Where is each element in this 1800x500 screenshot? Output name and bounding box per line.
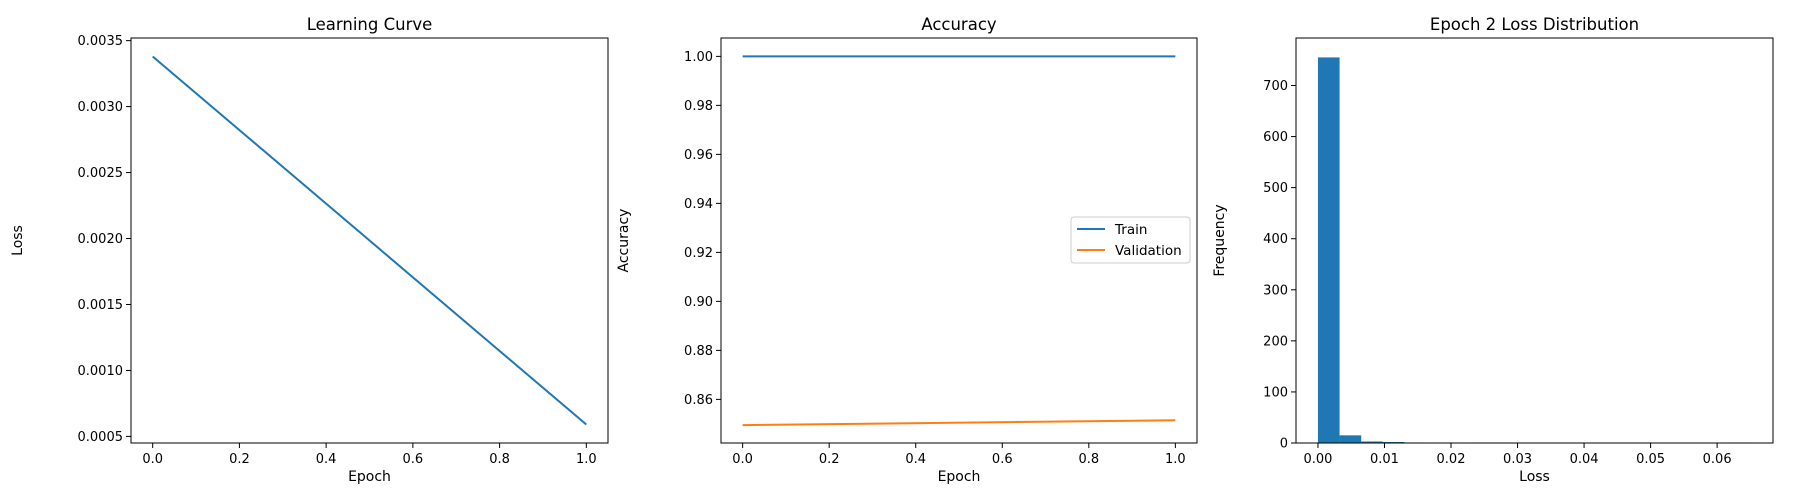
axes-frame <box>720 37 1198 444</box>
y-tick-label: 0.90 <box>684 295 713 310</box>
y-axis-label: Loss <box>10 225 26 256</box>
panel-accuracy: Accuracy 0.0 0.2 0.4 0.6 0.8 1.0 0.86 0.88 0.90 0.… <box>616 15 1198 485</box>
y-tick-label: 0.86 <box>684 393 713 408</box>
x-tick-label: 0.2 <box>819 452 840 467</box>
series-line-loss <box>152 55 587 426</box>
x-tick-label: 0.2 <box>229 452 250 467</box>
x-tick-label: 0.8 <box>1078 452 1099 467</box>
legend-label-validation: Validation <box>1115 243 1182 259</box>
y-tick-label: 1.00 <box>684 50 713 65</box>
series-line-validation <box>742 419 1176 427</box>
chart-title-loss-distribution: Epoch 2 Loss Distribution <box>1430 15 1639 34</box>
histogram-bar <box>1317 57 1340 443</box>
y-tick-label: 0.88 <box>684 344 713 359</box>
x-axis-label: Epoch <box>938 469 981 485</box>
y-tick-label: 400 <box>1263 232 1288 247</box>
y-tick-label: 0.0025 <box>78 166 124 181</box>
y-tick-label: 600 <box>1263 130 1288 145</box>
x-tick-label: 0.02 <box>1437 452 1466 467</box>
x-tick-label: 0.6 <box>992 452 1013 467</box>
y-axis-label: Frequency <box>1212 204 1228 276</box>
x-tick-label: 0.03 <box>1503 452 1532 467</box>
x-tick-label: 1.0 <box>1165 452 1186 467</box>
x-tick-label: 0.05 <box>1636 452 1665 467</box>
histogram-bar <box>1361 441 1383 443</box>
x-tick-label: 0.8 <box>489 452 510 467</box>
x-axis-label: Epoch <box>348 469 391 485</box>
y-tick-label: 0.96 <box>684 148 713 163</box>
y-tick-label: 0.0030 <box>78 100 124 115</box>
y-tick-label: 700 <box>1263 79 1288 94</box>
y-tick-label: 0.0010 <box>78 364 124 379</box>
y-tick-label: 0 <box>1280 437 1288 452</box>
x-tick-label: 0.0 <box>142 452 163 467</box>
x-tick-label: 0.4 <box>316 452 337 467</box>
histogram-bar <box>1382 441 1405 443</box>
chart-title-learning-curve: Learning Curve <box>307 15 433 34</box>
y-tick-label: 300 <box>1263 283 1288 298</box>
y-tick-label: 500 <box>1263 181 1288 196</box>
y-tick-label: 0.0035 <box>78 34 124 49</box>
x-tick-label: 0.01 <box>1370 452 1399 467</box>
y-tick-label: 0.0020 <box>78 232 124 247</box>
y-tick-label: 0.0015 <box>78 298 124 313</box>
x-tick-label: 0.6 <box>403 452 424 467</box>
x-tick-label: 0.06 <box>1703 452 1732 467</box>
panel-loss-distribution: Epoch 2 Loss Distribution 0.00 0.01 0.02 0.0… <box>1212 15 1774 485</box>
histogram-bar <box>1339 435 1362 443</box>
y-tick-label: 0.92 <box>684 246 713 261</box>
y-tick-label: 0.94 <box>684 197 713 212</box>
panel-learning-curve: Learning Curve 0.0 0.2 0.4 0.6 0.8 1.0 0.0005 0.… <box>10 15 609 485</box>
axes-frame <box>1295 37 1774 444</box>
axes-frame <box>130 37 609 444</box>
legend-label-train: Train <box>1114 222 1147 238</box>
y-tick-label: 200 <box>1263 334 1288 349</box>
y-tick-label: 0.98 <box>684 99 713 114</box>
y-tick-label: 0.0005 <box>78 430 124 445</box>
x-tick-label: 0.04 <box>1570 452 1599 467</box>
y-tick-label: 100 <box>1263 385 1288 400</box>
legend: Train Validation <box>1070 216 1191 264</box>
x-axis-label: Loss <box>1519 469 1550 485</box>
x-tick-label: 1.0 <box>576 452 597 467</box>
x-tick-label: 0.00 <box>1303 452 1332 467</box>
chart-title-accuracy: Accuracy <box>921 15 997 34</box>
x-tick-label: 0.0 <box>732 452 753 467</box>
x-tick-label: 0.4 <box>905 452 926 467</box>
y-axis-label: Accuracy <box>616 209 632 273</box>
